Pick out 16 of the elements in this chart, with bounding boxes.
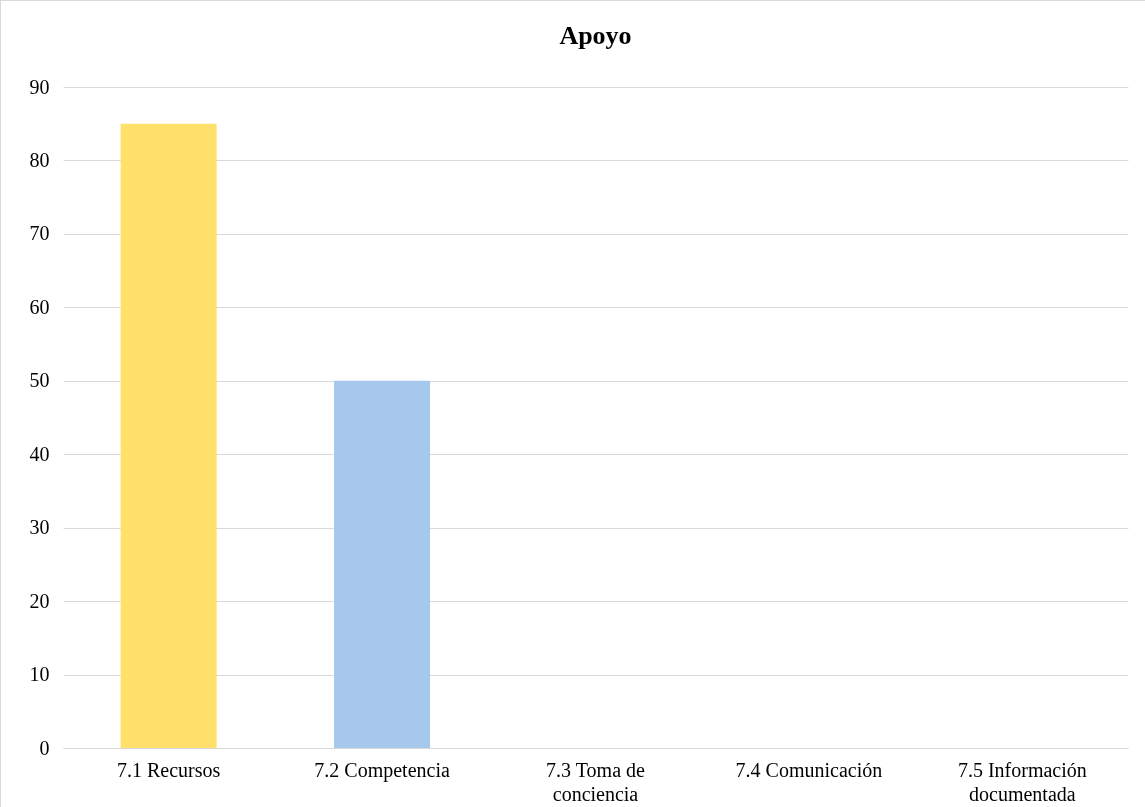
y-tick-label: 50: [29, 369, 50, 392]
x-tick-label: 7.5 Información documentada: [957, 758, 1087, 805]
x-tick-label: 7.3 Toma de conciencia: [546, 758, 645, 805]
y-tick-label: 0: [39, 736, 50, 759]
x-tick-label: 7.1 Recursos: [116, 758, 221, 781]
y-tick-label: 70: [29, 222, 50, 245]
y-tick-label: 60: [29, 295, 50, 318]
y-tick-label: 40: [29, 442, 50, 465]
chart-title: Apoyo: [559, 21, 632, 50]
y-tick-label: 20: [29, 589, 50, 612]
y-tick-label: 30: [29, 516, 50, 539]
x-tick-label: 7.2 Competencia: [314, 758, 450, 782]
y-tick-label: 10: [29, 663, 50, 686]
y-tick-label: 80: [29, 148, 50, 171]
x-tick-label: 7.4 Comunicación: [735, 758, 883, 781]
y-tick-label: 90: [29, 75, 50, 98]
